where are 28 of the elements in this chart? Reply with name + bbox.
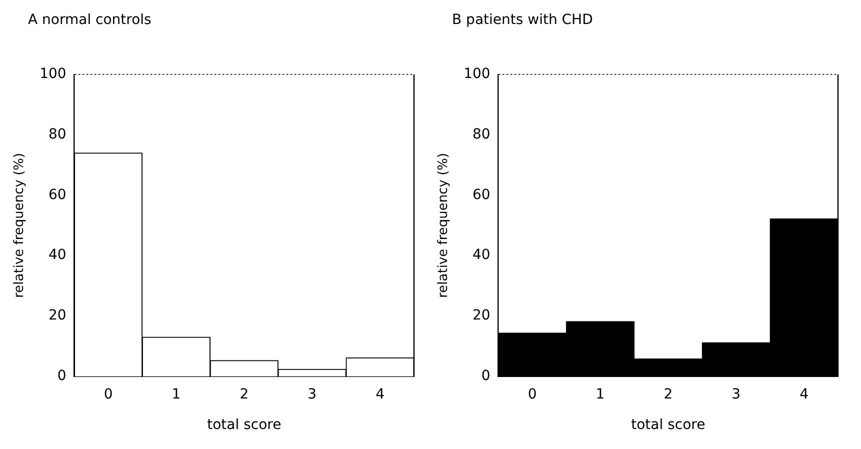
x-tick-label: 4 [800, 386, 809, 402]
x-tick-label: 3 [732, 386, 741, 402]
y-tick-label: 60 [472, 186, 490, 203]
chart-title: B patients with CHD [451, 11, 594, 30]
y-axis-title: relative frequency (%) [12, 152, 28, 298]
x-tick-label: 3 [308, 386, 317, 402]
y-tick-label: 100 [40, 66, 66, 82]
y-tick-label: 0 [57, 368, 66, 384]
y-tick-label: 40 [472, 247, 490, 264]
x-tick-label: 2 [240, 386, 249, 402]
x-axis-title: total score [631, 417, 706, 434]
x-tick-label: 4 [376, 386, 385, 402]
y-tick-label: 80 [48, 126, 66, 142]
y-tick-label: 20 [48, 308, 66, 324]
y-tick-label: 40 [48, 247, 66, 264]
x-tick-label: 2 [664, 386, 673, 402]
y-tick-label: 80 [472, 126, 490, 142]
x-tick-label: 1 [172, 386, 181, 402]
y-axis-title: relative frequency (%) [436, 152, 452, 298]
chart-title: A normal controls [27, 11, 152, 30]
y-tick-label: 60 [48, 186, 66, 203]
y-tick-label: 0 [481, 368, 490, 384]
y-tick-label: 20 [472, 308, 490, 324]
x-tick-label: 0 [104, 386, 113, 402]
x-axis-title: total score [207, 417, 282, 434]
x-tick-label: 0 [528, 386, 537, 402]
y-tick-label: 100 [464, 66, 490, 82]
x-tick-label: 1 [596, 386, 605, 402]
